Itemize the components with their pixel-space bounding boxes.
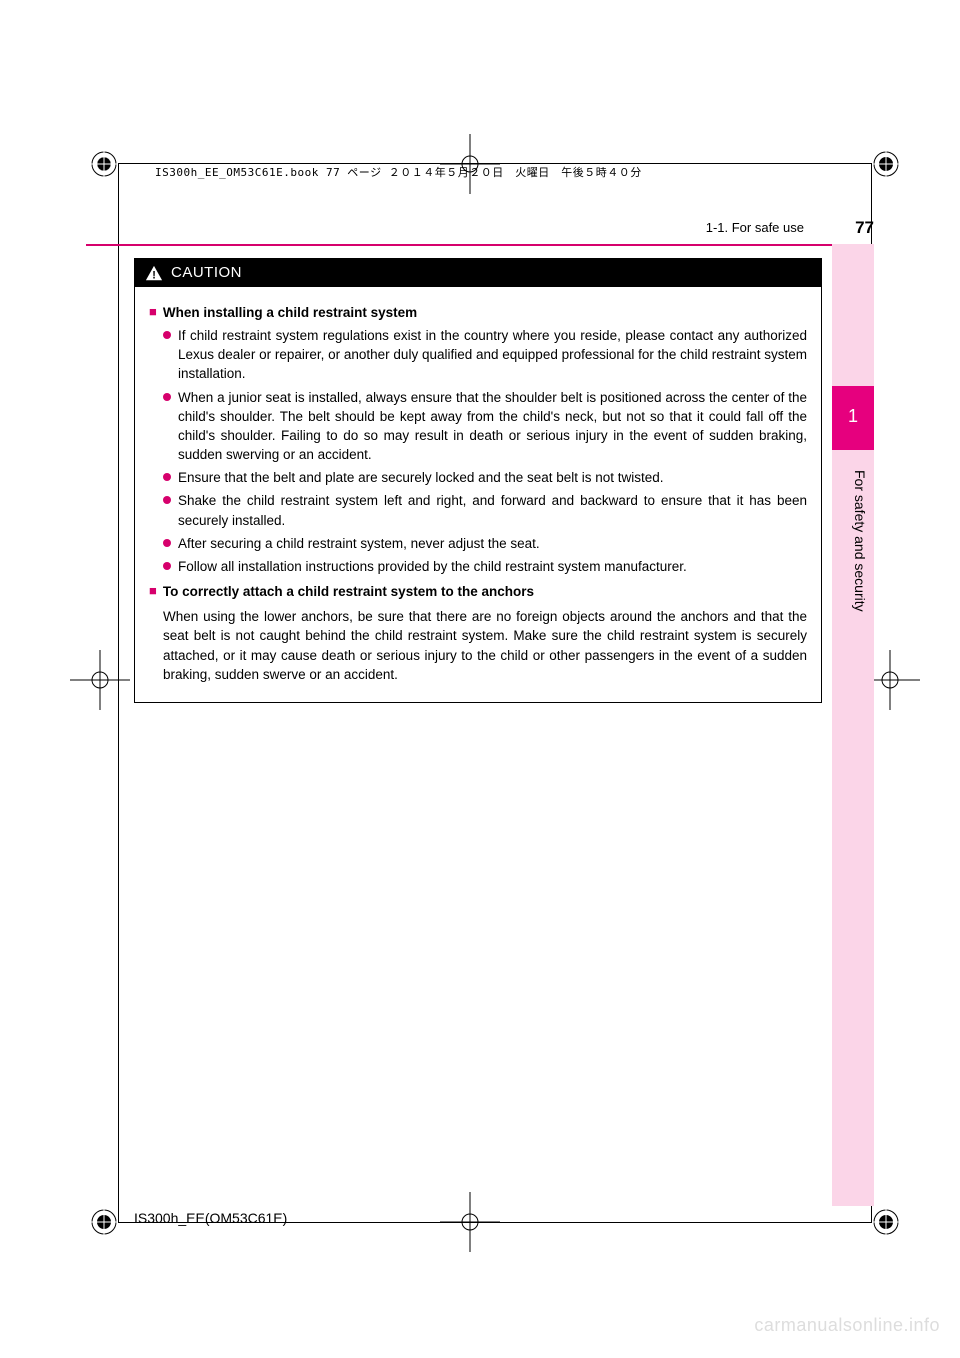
page: IS300h_EE_OM53C61E.book 77 ページ ２０１４年５月２０… bbox=[0, 0, 960, 1358]
caution-bullet: Shake the child restraint system left an… bbox=[163, 491, 807, 529]
caution-bullet: Ensure that the belt and plate are secur… bbox=[163, 468, 807, 487]
registration-mark-icon bbox=[872, 150, 900, 178]
caution-bullet-text: When a junior seat is installed, always … bbox=[178, 388, 807, 465]
svg-text:!: ! bbox=[152, 269, 156, 281]
registration-mark-icon bbox=[90, 150, 118, 178]
crop-frame-line bbox=[118, 163, 119, 1223]
caution-bullet: After securing a child restraint system,… bbox=[163, 534, 807, 553]
side-tab-label: For safety and security bbox=[848, 470, 868, 612]
round-bullet-icon bbox=[163, 393, 171, 401]
page-number: 77 bbox=[855, 218, 874, 238]
caution-bullet: When a junior seat is installed, always … bbox=[163, 388, 807, 465]
caution-header: ! CAUTION bbox=[135, 259, 821, 287]
side-tab-number: 1 bbox=[832, 406, 874, 427]
registration-mark-icon bbox=[872, 1208, 900, 1236]
round-bullet-icon bbox=[163, 473, 171, 481]
caution-box: ! CAUTION ■ When installing a child rest… bbox=[134, 258, 822, 703]
square-bullet-icon: ■ bbox=[149, 582, 157, 601]
crop-mark-icon bbox=[70, 650, 130, 710]
warning-triangle-icon: ! bbox=[145, 265, 163, 281]
watermark-text: carmanualsonline.info bbox=[754, 1315, 940, 1336]
footer-document-code: IS300h_EE(OM53C61E) bbox=[134, 1210, 287, 1226]
caution-body: ■ When installing a child restraint syst… bbox=[135, 287, 821, 702]
caution-bullet-text: Shake the child restraint system left an… bbox=[178, 491, 807, 529]
caution-bullet-text: If child restraint system regulations ex… bbox=[178, 326, 807, 383]
caution-bullet: If child restraint system regulations ex… bbox=[163, 326, 807, 383]
caution-paragraph: When using the lower anchors, be sure th… bbox=[163, 607, 807, 684]
caution-bullet-text: After securing a child restraint system,… bbox=[178, 534, 807, 553]
caution-heading: ■ To correctly attach a child restraint … bbox=[149, 582, 807, 601]
caution-heading: ■ When installing a child restraint syst… bbox=[149, 303, 807, 322]
round-bullet-icon bbox=[163, 496, 171, 504]
round-bullet-icon bbox=[163, 539, 171, 547]
square-bullet-icon: ■ bbox=[149, 303, 157, 322]
registration-mark-icon bbox=[90, 1208, 118, 1236]
round-bullet-icon bbox=[163, 331, 171, 339]
caution-bullet: Follow all installation instructions pro… bbox=[163, 557, 807, 576]
page-header: 1-1. For safe use 77 bbox=[120, 220, 874, 244]
section-label: 1-1. For safe use bbox=[706, 220, 804, 235]
caution-heading-text: To correctly attach a child restraint sy… bbox=[163, 582, 534, 601]
caution-title: CAUTION bbox=[171, 264, 242, 281]
book-info-text: IS300h_EE_OM53C61E.book 77 ページ ２０１４年５月２０… bbox=[155, 164, 642, 180]
caution-bullet-text: Follow all installation instructions pro… bbox=[178, 557, 807, 576]
header-rule bbox=[86, 244, 874, 246]
round-bullet-icon bbox=[163, 562, 171, 570]
caution-heading-text: When installing a child restraint system bbox=[163, 303, 417, 322]
caution-bullet-text: Ensure that the belt and plate are secur… bbox=[178, 468, 807, 487]
